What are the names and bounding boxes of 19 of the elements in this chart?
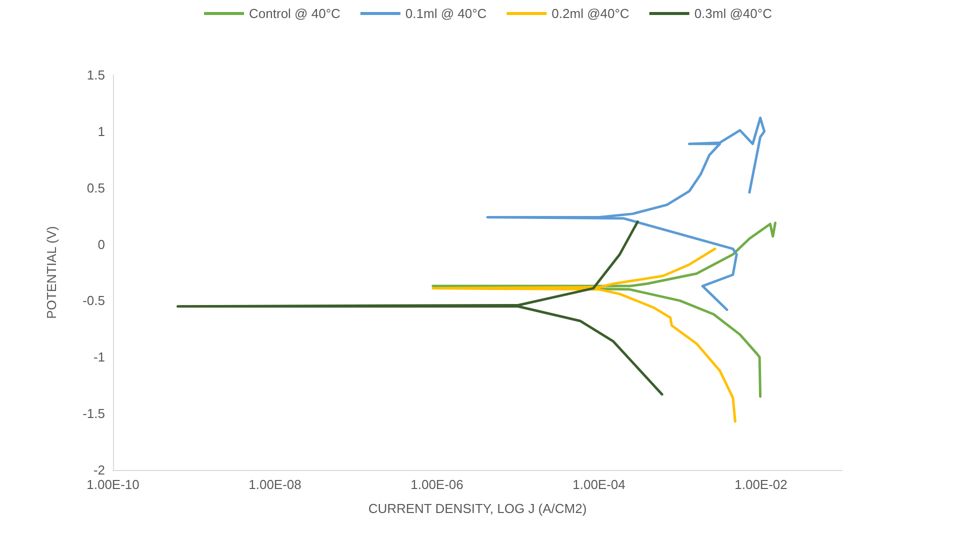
x-tick-label: 1.00E-02 (734, 477, 788, 492)
legend-label: Control @ 40°C (249, 6, 340, 21)
legend-label: 0.2ml @40°C (552, 6, 630, 21)
y-tick-label: 0 (98, 236, 105, 252)
x-tick-label: 1.00E-10 (86, 477, 140, 492)
y-tick-label: 1 (98, 124, 105, 139)
y-tick-label: 1.5 (86, 68, 105, 82)
y-tick-label: -1 (93, 350, 105, 365)
y-tick-label: 0.5 (86, 180, 105, 196)
y-tick-label: -1.5 (82, 406, 105, 422)
x-axis-title: CURRENT DENSITY, LOG J (A/CM2) (368, 501, 587, 516)
x-tick-label: 1.00E-08 (248, 477, 302, 492)
x-tick-label: 1.00E-06 (410, 477, 464, 492)
legend-label: 0.3ml @40°C (694, 6, 772, 21)
x-tick-label: 1.00E-04 (572, 477, 626, 492)
y-tick-label: -2 (93, 462, 105, 478)
y-tick-label: -0.5 (82, 293, 105, 308)
legend-label: 0.1ml @ 40°C (405, 6, 487, 21)
y-axis-title: POTENTIAL (V) (44, 226, 59, 319)
